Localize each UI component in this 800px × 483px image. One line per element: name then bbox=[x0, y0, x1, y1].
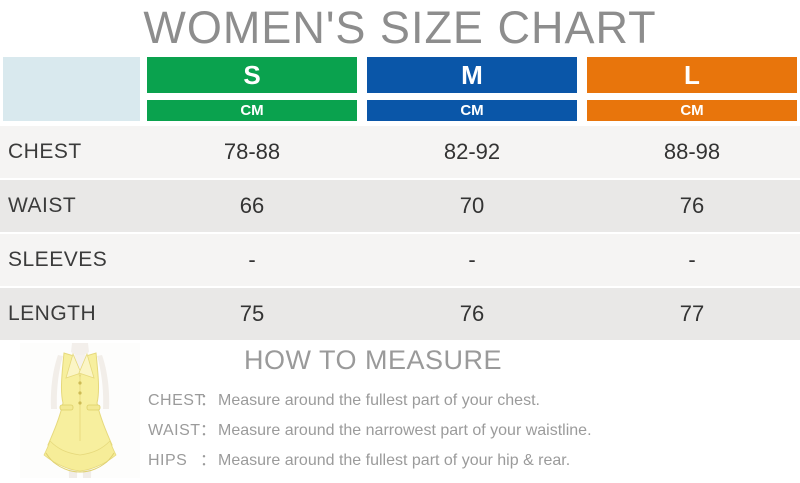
value-cell: 77 bbox=[679, 301, 705, 326]
measure-text: Measure around the narrowest part of you… bbox=[218, 422, 592, 439]
value-cell: 76 bbox=[459, 301, 485, 326]
measure-line-chest: CHEST ： Measure around the fullest part … bbox=[148, 386, 668, 416]
size-table-body: CHEST 78-88 82-92 88-98 WAIST 66 70 76 S… bbox=[0, 126, 800, 340]
unit-cell-l: CM bbox=[587, 100, 797, 121]
size-header-l: L bbox=[587, 57, 797, 93]
measure-line-waist: WAIST ： Measure around the narrowest par… bbox=[148, 416, 668, 446]
measure-colon: ： bbox=[200, 452, 217, 469]
page-title: WOMEN'S SIZE CHART bbox=[143, 2, 657, 53]
row-label: SLEEVES bbox=[8, 248, 108, 271]
row-label: WAIST bbox=[8, 194, 77, 217]
unit-header-row: CM CM CM bbox=[3, 100, 797, 121]
size-header-m: M bbox=[367, 57, 577, 93]
size-table-header: S M L CM CM CM bbox=[0, 57, 800, 121]
value-cell: 66 bbox=[239, 193, 265, 218]
measure-line-hips: HIPS ： Measure around the fullest part o… bbox=[148, 446, 668, 476]
measure-lines: CHEST ： Measure around the fullest part … bbox=[148, 386, 668, 476]
value-cell: 75 bbox=[239, 301, 265, 326]
unit-cell-m: CM bbox=[367, 100, 577, 121]
how-to-measure-heading: HOW TO MEASURE bbox=[243, 345, 503, 375]
measure-label: WAIST bbox=[148, 422, 201, 439]
value-cell: - bbox=[468, 247, 476, 272]
measure-text: Measure around the fullest part of your … bbox=[218, 452, 571, 469]
table-row-chest: CHEST 78-88 82-92 88-98 bbox=[0, 126, 800, 178]
product-image bbox=[20, 343, 140, 478]
dress-image bbox=[20, 343, 140, 478]
value-cell: 78-88 bbox=[223, 139, 281, 164]
value-cell: 82-92 bbox=[443, 139, 501, 164]
size-header-row: S M L bbox=[3, 57, 797, 93]
value-cell: - bbox=[248, 247, 256, 272]
measure-colon: ： bbox=[200, 392, 217, 409]
value-cell: - bbox=[688, 247, 696, 272]
table-row-sleeves: SLEEVES - - - bbox=[0, 234, 800, 286]
measure-text: Measure around the fullest part of your … bbox=[218, 392, 540, 409]
row-label: CHEST bbox=[8, 140, 82, 163]
value-cell: 70 bbox=[459, 193, 485, 218]
measure-instructions: HOW TO MEASURE CHEST ： Measure around th… bbox=[148, 343, 668, 480]
value-cell: 88-98 bbox=[663, 139, 721, 164]
measure-label: CHEST bbox=[148, 392, 205, 409]
row-label: LENGTH bbox=[8, 302, 97, 325]
table-row-waist: WAIST 66 70 76 bbox=[0, 180, 800, 232]
measure-label: HIPS bbox=[148, 452, 188, 469]
corner-cell bbox=[3, 57, 140, 121]
table-row-length: LENGTH 75 76 77 bbox=[0, 288, 800, 340]
value-cell: 76 bbox=[679, 193, 705, 218]
how-to-measure-section: HOW TO MEASURE CHEST ： Measure around th… bbox=[0, 343, 800, 480]
size-header-s: S bbox=[147, 57, 357, 93]
unit-cell-s: CM bbox=[147, 100, 357, 121]
measure-colon: ： bbox=[200, 422, 217, 439]
